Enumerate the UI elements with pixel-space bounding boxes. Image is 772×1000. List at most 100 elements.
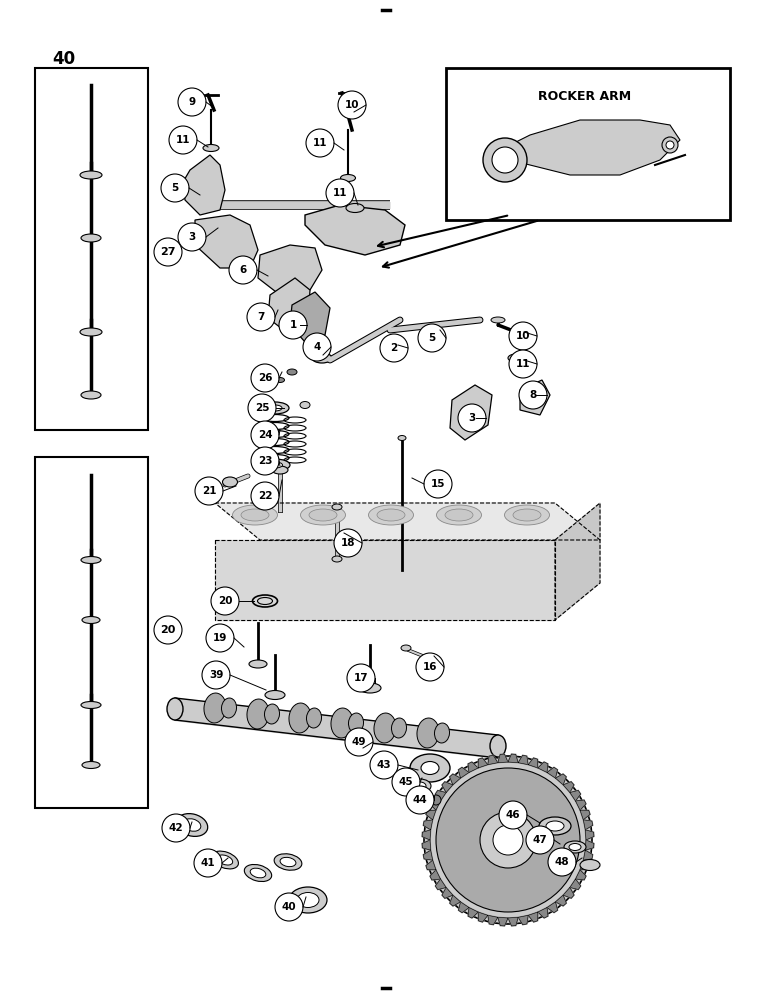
Ellipse shape bbox=[249, 660, 267, 668]
Polygon shape bbox=[426, 810, 436, 820]
Bar bbox=[35, 457, 148, 808]
Polygon shape bbox=[215, 540, 555, 620]
Ellipse shape bbox=[204, 693, 226, 723]
Ellipse shape bbox=[564, 841, 586, 853]
Ellipse shape bbox=[265, 690, 285, 700]
Circle shape bbox=[424, 756, 592, 924]
Polygon shape bbox=[215, 503, 600, 540]
Circle shape bbox=[480, 812, 536, 868]
Ellipse shape bbox=[504, 505, 550, 525]
Polygon shape bbox=[570, 790, 581, 801]
Text: 10: 10 bbox=[516, 331, 530, 341]
Polygon shape bbox=[305, 205, 405, 255]
Circle shape bbox=[345, 728, 373, 756]
Text: 22: 22 bbox=[258, 491, 273, 501]
Circle shape bbox=[380, 334, 408, 362]
Ellipse shape bbox=[81, 391, 101, 399]
Circle shape bbox=[406, 786, 434, 814]
Text: 23: 23 bbox=[258, 456, 273, 466]
Ellipse shape bbox=[421, 762, 439, 774]
Ellipse shape bbox=[346, 204, 364, 213]
Ellipse shape bbox=[306, 708, 321, 728]
Polygon shape bbox=[488, 915, 498, 925]
Ellipse shape bbox=[82, 762, 100, 768]
Ellipse shape bbox=[513, 509, 541, 521]
Text: 46: 46 bbox=[506, 810, 520, 820]
Circle shape bbox=[519, 381, 547, 409]
Ellipse shape bbox=[203, 144, 219, 151]
Ellipse shape bbox=[377, 509, 405, 521]
Ellipse shape bbox=[280, 857, 296, 867]
Text: 43: 43 bbox=[377, 760, 391, 770]
Polygon shape bbox=[459, 902, 469, 913]
Ellipse shape bbox=[445, 509, 473, 521]
Ellipse shape bbox=[580, 859, 600, 870]
Ellipse shape bbox=[261, 402, 289, 414]
Circle shape bbox=[251, 421, 279, 449]
Polygon shape bbox=[449, 774, 460, 785]
Circle shape bbox=[206, 624, 234, 652]
Text: 11: 11 bbox=[333, 188, 347, 198]
Ellipse shape bbox=[359, 683, 381, 693]
Ellipse shape bbox=[80, 328, 102, 336]
Ellipse shape bbox=[82, 616, 100, 624]
Circle shape bbox=[416, 653, 444, 681]
Polygon shape bbox=[442, 782, 453, 793]
Text: 2: 2 bbox=[391, 343, 398, 353]
Text: 21: 21 bbox=[201, 486, 216, 496]
Circle shape bbox=[526, 826, 554, 854]
Polygon shape bbox=[478, 758, 488, 768]
Ellipse shape bbox=[312, 353, 332, 363]
Text: 6: 6 bbox=[239, 265, 246, 275]
Polygon shape bbox=[488, 755, 498, 765]
Circle shape bbox=[194, 849, 222, 877]
Text: 20: 20 bbox=[161, 625, 176, 635]
Circle shape bbox=[169, 126, 197, 154]
Polygon shape bbox=[430, 800, 440, 810]
Text: 8: 8 bbox=[530, 390, 537, 400]
Text: 49: 49 bbox=[352, 737, 366, 747]
Ellipse shape bbox=[414, 782, 426, 790]
Polygon shape bbox=[468, 762, 478, 772]
Circle shape bbox=[178, 223, 206, 251]
Polygon shape bbox=[268, 278, 310, 335]
Polygon shape bbox=[490, 120, 680, 175]
Polygon shape bbox=[580, 860, 590, 870]
Polygon shape bbox=[584, 820, 593, 830]
Ellipse shape bbox=[183, 819, 201, 831]
Polygon shape bbox=[423, 820, 432, 830]
Circle shape bbox=[303, 333, 331, 361]
Bar bbox=[35, 68, 148, 430]
Text: 44: 44 bbox=[412, 795, 428, 805]
Text: 3: 3 bbox=[469, 413, 476, 423]
Ellipse shape bbox=[332, 504, 342, 510]
Bar bbox=[446, 68, 730, 220]
Polygon shape bbox=[556, 774, 567, 785]
Ellipse shape bbox=[289, 703, 311, 733]
Ellipse shape bbox=[247, 699, 269, 729]
Text: 19: 19 bbox=[213, 633, 227, 643]
Ellipse shape bbox=[287, 369, 297, 375]
Ellipse shape bbox=[276, 377, 285, 382]
Circle shape bbox=[202, 661, 230, 689]
Text: 9: 9 bbox=[188, 97, 195, 107]
Text: 7: 7 bbox=[257, 312, 265, 322]
Ellipse shape bbox=[309, 509, 337, 521]
Circle shape bbox=[424, 470, 452, 498]
Ellipse shape bbox=[222, 698, 236, 718]
Circle shape bbox=[195, 477, 223, 505]
Polygon shape bbox=[468, 908, 478, 918]
Circle shape bbox=[338, 91, 366, 119]
Polygon shape bbox=[478, 912, 488, 922]
Ellipse shape bbox=[81, 234, 101, 242]
Ellipse shape bbox=[417, 718, 439, 748]
Ellipse shape bbox=[410, 754, 450, 782]
Circle shape bbox=[436, 768, 580, 912]
Ellipse shape bbox=[167, 698, 183, 720]
Ellipse shape bbox=[508, 354, 524, 362]
Circle shape bbox=[548, 848, 576, 876]
Ellipse shape bbox=[491, 317, 505, 323]
Ellipse shape bbox=[348, 713, 364, 733]
Ellipse shape bbox=[272, 466, 288, 474]
Text: 1: 1 bbox=[290, 320, 296, 330]
